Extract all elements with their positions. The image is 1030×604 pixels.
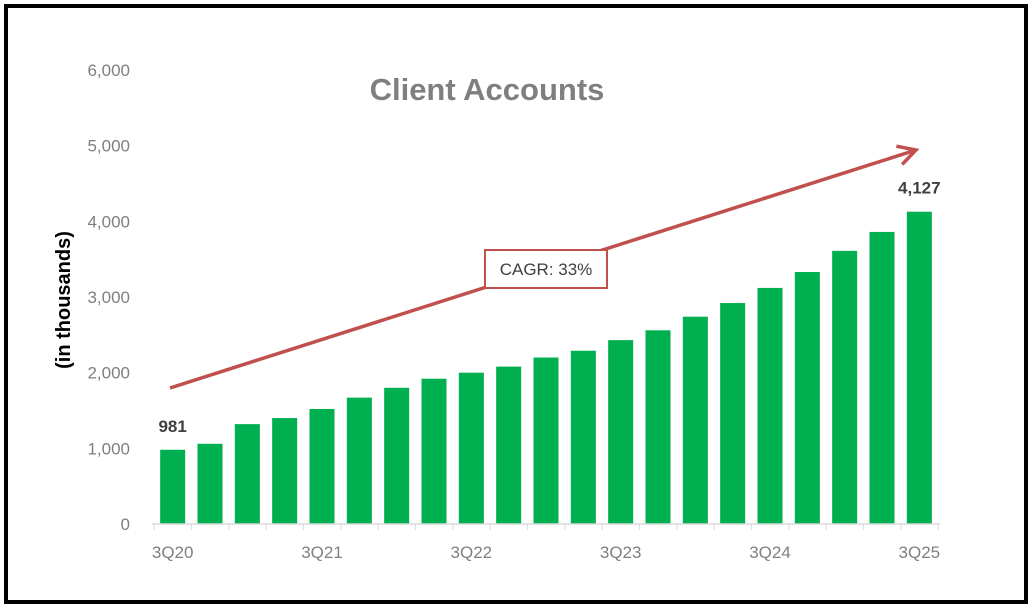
x-tick-label: 3Q22 (451, 543, 493, 562)
bar-4Q24 (794, 272, 820, 524)
bar-1Q24 (682, 316, 708, 524)
y-tick-label: 0 (121, 515, 130, 534)
x-axis-ticks: 3Q20 3Q21 3Q22 3Q23 3Q24 3Q25 (152, 524, 940, 562)
y-tick-label: 1,000 (87, 439, 130, 458)
bar-1Q21 (234, 424, 260, 524)
bar-3Q21 (309, 408, 335, 524)
bar-1Q22 (384, 387, 410, 524)
x-tick-label: 3Q25 (899, 543, 941, 562)
cagr-annotation: CAGR: 33% (484, 249, 608, 289)
bar-3Q20 (160, 449, 186, 524)
bar-4Q20 (197, 443, 223, 524)
bar-4Q21 (346, 397, 372, 524)
bar-3Q23 (608, 340, 634, 524)
x-tick-label: 3Q23 (600, 543, 642, 562)
y-axis-label: (in thousands) (53, 231, 75, 369)
cagr-label: CAGR: 33% (500, 260, 593, 279)
y-axis-ticks: 0 1,000 2,000 3,000 4,000 5,000 6,000 (87, 61, 130, 534)
bar-3Q25 (906, 211, 932, 524)
data-labels: 981 4,127 (158, 179, 940, 436)
y-tick-label: 2,000 (87, 364, 130, 383)
y-tick-label: 3,000 (87, 288, 130, 307)
data-label-3Q25: 4,127 (898, 179, 941, 198)
cagr-box (484, 249, 608, 289)
chart-title: Client Accounts (370, 72, 605, 107)
bar-2Q21 (272, 418, 298, 524)
bar-1Q25 (832, 250, 858, 525)
bar-3Q24 (757, 287, 783, 524)
bar-series (160, 211, 932, 525)
bar-3Q22 (458, 372, 484, 524)
y-tick-label: 6,000 (87, 61, 130, 80)
x-tick-label: 3Q20 (152, 543, 194, 562)
cagr-arrow-head (896, 144, 920, 166)
data-label-3Q20: 981 (158, 417, 186, 436)
bar-2Q23 (570, 350, 596, 524)
y-tick-label: 5,000 (87, 137, 130, 156)
bar-1Q23 (533, 357, 559, 524)
x-tick-label: 3Q21 (301, 543, 343, 562)
bar-2Q25 (869, 231, 895, 524)
bar-4Q23 (645, 330, 671, 524)
x-tick-label: 3Q24 (749, 543, 791, 562)
bar-4Q22 (496, 366, 522, 524)
y-tick-label: 4,000 (87, 212, 130, 231)
bar-2Q24 (720, 303, 746, 524)
bar-2Q22 (421, 378, 447, 524)
